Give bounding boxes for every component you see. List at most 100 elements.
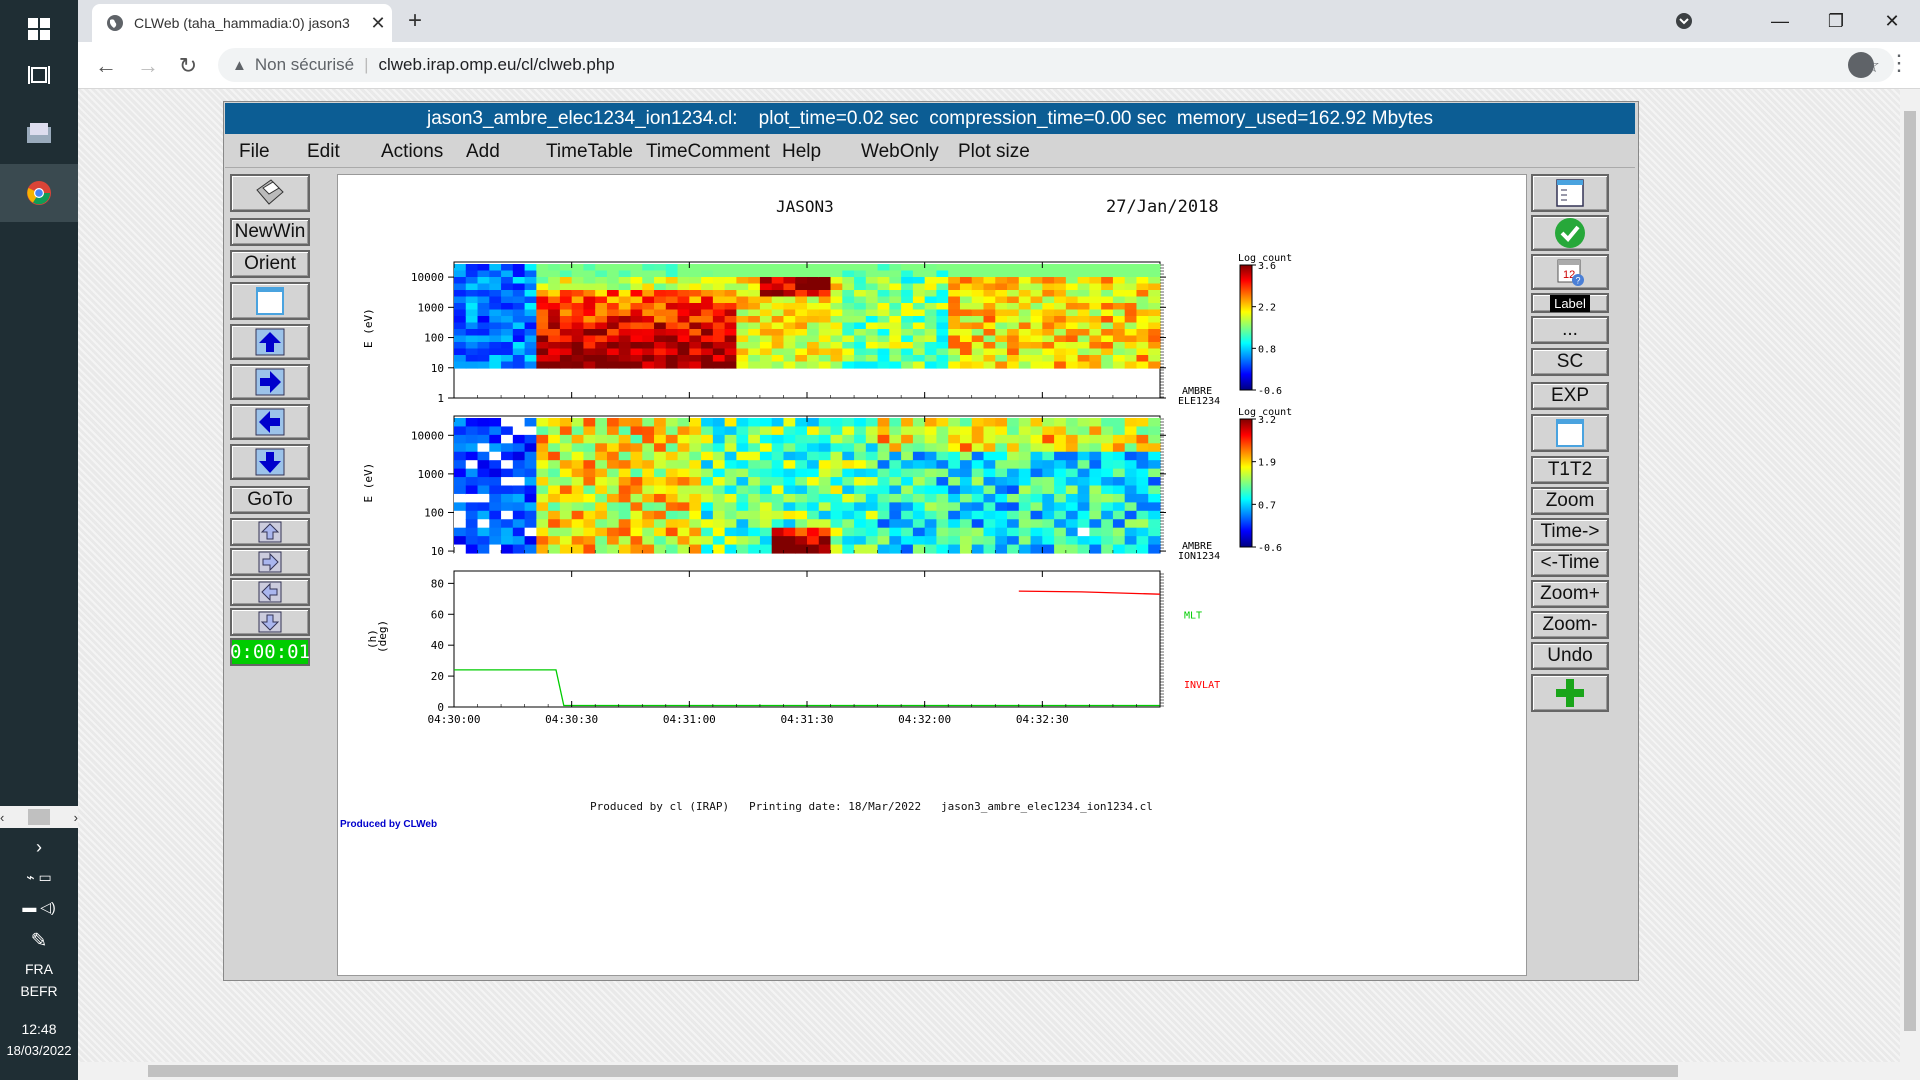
undo-button[interactable]: Undo (1531, 642, 1609, 670)
menu-add[interactable]: Add (466, 141, 500, 162)
more-button[interactable]: ... (1531, 316, 1609, 344)
pen-icon[interactable]: ✎ (30, 930, 48, 952)
menu-webonly[interactable]: WebOnly (861, 141, 939, 162)
pan-left-button[interactable] (230, 404, 310, 440)
clock-date[interactable]: 18/03/2022 (6, 1043, 72, 1058)
vertical-scroll-thumb[interactable] (1904, 111, 1916, 1031)
orient-button[interactable]: Orient (230, 250, 310, 278)
add-panel-button[interactable] (1531, 674, 1609, 712)
scroll-thumb[interactable] (28, 809, 50, 825)
warning-icon[interactable]: ▲ (232, 56, 247, 74)
spectrogram-cell (1136, 355, 1149, 363)
sc-button[interactable]: SC (1531, 348, 1609, 376)
profile-avatar-icon[interactable] (1848, 52, 1874, 78)
spectrogram-cell (677, 283, 690, 291)
menu-file[interactable]: File (239, 141, 270, 162)
file-manager-icon[interactable] (0, 104, 78, 162)
spectrogram-cell (901, 316, 914, 324)
network-icon[interactable]: ⌁ ▭ (26, 869, 52, 885)
back-icon[interactable]: ← (95, 53, 117, 78)
goto-button[interactable]: GoTo (230, 486, 310, 514)
forward-icon[interactable]: → (137, 53, 159, 78)
zoom-out-button[interactable]: Zoom- (1531, 611, 1609, 639)
spectrogram-cell (877, 493, 890, 503)
spectrogram-cell (748, 361, 761, 369)
small-left-button[interactable] (230, 578, 310, 606)
t1t2-button[interactable]: T1T2 (1531, 456, 1609, 484)
spectrogram-cell (583, 519, 596, 529)
spectrogram-cell (701, 418, 714, 428)
browser-tab[interactable]: CLWeb (taha_hammadia:0) jason3 ✕ (92, 4, 392, 42)
address-bar[interactable]: ▲ Non sécurisé | clweb.irap.omp.eu/cl/cl… (218, 48, 1894, 82)
close-window-icon[interactable]: ✕ (1884, 10, 1900, 31)
reload-icon[interactable]: ↻ (178, 53, 198, 78)
new-tab-icon[interactable]: + (407, 7, 422, 34)
time-back-button[interactable]: <-Time (1531, 549, 1609, 577)
time-forward-button[interactable]: Time-> (1531, 518, 1609, 546)
vertical-scrollbar[interactable] (1900, 89, 1920, 1062)
spectrogram-cell (571, 519, 585, 529)
pan-right-button[interactable] (230, 364, 310, 400)
tab-search-icon[interactable] (1656, 0, 1712, 42)
spectrogram-cell (1136, 451, 1149, 461)
menu-edit[interactable]: Edit (307, 141, 340, 162)
list-button[interactable] (1531, 174, 1609, 212)
window2-button[interactable] (1531, 414, 1609, 452)
keyboard-layout[interactable]: BEFR (20, 983, 58, 999)
spectrogram-cell (571, 296, 585, 304)
chevron-right-icon[interactable]: › (36, 837, 42, 857)
task-view-icon[interactable] (0, 46, 78, 104)
chrome-menu-icon[interactable]: ⋮ (1888, 50, 1910, 75)
newwin-button[interactable]: NewWin (230, 218, 310, 246)
spectrogram-cell (995, 264, 1008, 272)
small-right-button[interactable] (230, 548, 310, 576)
minimize-icon[interactable]: — (1771, 10, 1789, 31)
spectrogram-cell (842, 536, 855, 546)
spectrogram-cell (983, 316, 996, 324)
calendar-button[interactable]: 12? (1531, 254, 1609, 290)
spectrogram-cell (924, 348, 938, 356)
spectrogram-cell (1030, 270, 1043, 278)
spectrogram-cell (1124, 477, 1138, 487)
spectrogram-cell (571, 460, 585, 470)
clock-time[interactable]: 12:48 (21, 1021, 57, 1037)
battery-volume-icon[interactable]: ▬ ◁) (22, 899, 56, 915)
chrome-icon[interactable] (0, 164, 78, 222)
small-up-button[interactable] (230, 518, 310, 546)
horizontal-scroll-thumb[interactable] (148, 1065, 1678, 1077)
menu-timecomment[interactable]: TimeComment (646, 141, 770, 162)
spectrogram-cell (748, 329, 761, 337)
close-tab-icon[interactable]: ✕ (370, 12, 386, 33)
menu-timetable[interactable]: TimeTable (546, 141, 633, 162)
taskbar-scrollbar[interactable]: ‹ › (0, 806, 78, 828)
spectrogram-cell (501, 277, 514, 285)
scroll-left-icon[interactable]: ‹ (0, 809, 5, 825)
validate-button[interactable] (1531, 215, 1609, 251)
pan-up-button[interactable] (230, 324, 310, 360)
url-text[interactable]: clweb.irap.omp.eu/cl/clweb.php (378, 55, 615, 74)
horizontal-scrollbar[interactable] (78, 1062, 1920, 1080)
menu-plot-size[interactable]: Plot size (958, 141, 1030, 162)
window-button[interactable] (230, 282, 310, 320)
scroll-right-icon[interactable]: › (73, 809, 78, 825)
spectrogram-cell (489, 348, 502, 356)
print-button[interactable] (230, 174, 310, 212)
menu-help[interactable]: Help (782, 141, 822, 162)
exp-button[interactable]: EXP (1531, 382, 1609, 410)
language-code[interactable]: FRA (25, 961, 53, 977)
spectrogram-cell (912, 264, 926, 272)
zoom-button[interactable]: Zoom (1531, 487, 1609, 515)
pan-down-button[interactable] (230, 444, 310, 480)
insecure-label[interactable]: Non sécurisé (254, 55, 355, 74)
restore-icon[interactable]: ❐ (1827, 10, 1845, 31)
spectrogram-cell (465, 329, 479, 337)
zoom-in-button[interactable]: Zoom+ (1531, 580, 1609, 608)
small-down-button[interactable] (230, 608, 310, 636)
menu-actions[interactable]: Actions (381, 141, 444, 162)
spectrogram-cell (712, 270, 726, 278)
spectrogram-cell (948, 502, 961, 512)
windows-start-icon[interactable] (0, 0, 78, 58)
spectrogram-cell (477, 309, 490, 317)
spectrogram-cell (783, 434, 796, 444)
label-button[interactable]: Label (1531, 293, 1609, 313)
